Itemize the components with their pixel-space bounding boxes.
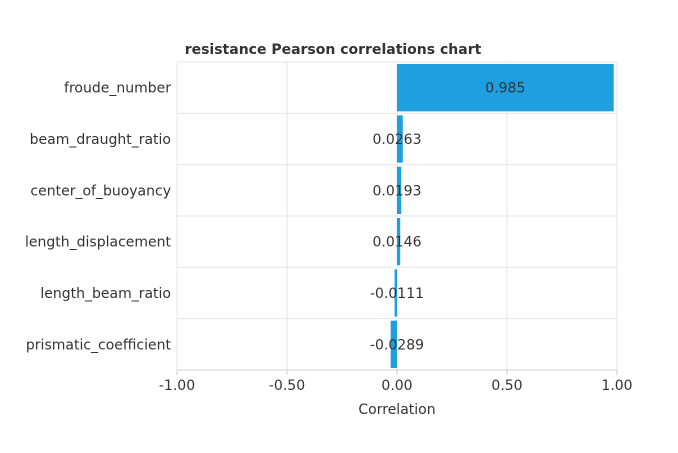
x-axis-title: Correlation [358,402,435,418]
bar-froude-number [397,64,614,112]
data-label: -0.0289 [370,337,424,353]
x-tick-label: 0.50 [491,378,522,394]
x-tick-label: 1.00 [601,378,632,394]
data-label: 0.0263 [373,132,422,148]
bar-length-beam-ratio [394,269,397,317]
category-labels: froude_number beam_draught_ratio center_of… [25,81,171,354]
x-axis-ticks: -1.00 -0.50 0.00 0.50 1.00 [159,370,633,394]
bar-center-of-buoyancy [397,166,402,214]
category-label: length_displacement [25,235,171,251]
data-label: -0.0111 [370,286,424,302]
category-label: beam_draught_ratio [30,132,171,148]
category-label: prismatic_coefficient [26,337,172,353]
x-tick-label: -0.50 [269,378,305,394]
bar-length-displacement [397,218,401,266]
bar-beam-draught-ratio [397,115,403,163]
x-tick-label: 0.00 [381,378,412,394]
chart-title: resistance Pearson correlations chart [185,42,482,58]
data-label: 0.0193 [373,183,422,199]
grid [176,61,618,371]
data-label: 0.0146 [373,235,422,251]
bar-prismatic-coefficient [390,320,397,368]
data-label: 0.985 [485,81,525,97]
x-tick-label: -1.00 [159,378,195,394]
data-labels: 0.985 0.0263 0.0193 0.0146 -0.0111 -0.0289 [370,81,525,354]
category-label: froude_number [64,81,171,97]
bars [390,64,614,368]
category-label: center_of_buoyancy [30,183,171,199]
category-label: length_beam_ratio [40,286,171,302]
